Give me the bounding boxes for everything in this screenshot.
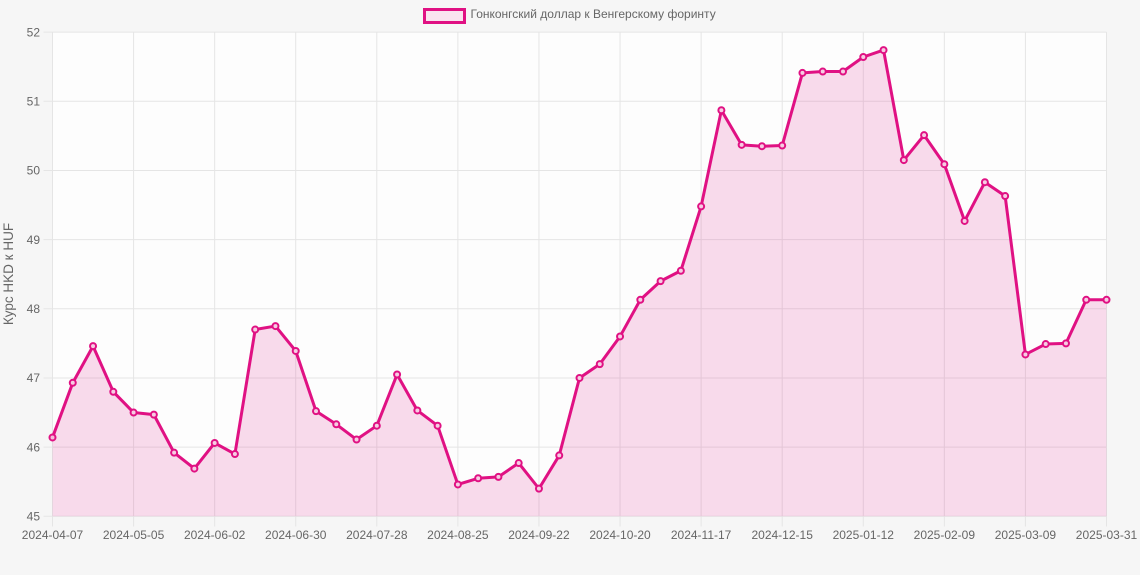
svg-text:45: 45	[27, 510, 41, 524]
svg-text:2024-10-20: 2024-10-20	[589, 528, 651, 542]
svg-text:2024-08-25: 2024-08-25	[427, 528, 489, 542]
svg-text:49: 49	[27, 233, 41, 247]
svg-text:50: 50	[27, 164, 41, 178]
svg-text:2025-01-12: 2025-01-12	[833, 528, 895, 542]
svg-text:2024-06-30: 2024-06-30	[265, 528, 327, 542]
svg-text:48: 48	[27, 302, 41, 316]
svg-text:2024-04-07: 2024-04-07	[22, 528, 84, 542]
svg-text:2024-12-15: 2024-12-15	[751, 528, 813, 542]
svg-text:2025-02-09: 2025-02-09	[914, 528, 976, 542]
svg-text:52: 52	[27, 25, 41, 39]
svg-text:2025-03-09: 2025-03-09	[995, 528, 1057, 542]
svg-text:2024-06-02: 2024-06-02	[184, 528, 246, 542]
svg-text:46: 46	[27, 440, 41, 454]
svg-text:Курс HKD к HUF: Курс HKD к HUF	[1, 223, 16, 325]
svg-text:2025-03-31: 2025-03-31	[1076, 528, 1138, 542]
svg-text:Гонконгский доллар к Венгерско: Гонконгский доллар к Венгерскому форинту	[471, 7, 716, 21]
svg-text:2024-05-05: 2024-05-05	[103, 528, 165, 542]
svg-text:2024-09-22: 2024-09-22	[508, 528, 570, 542]
svg-text:2024-07-28: 2024-07-28	[346, 528, 408, 542]
svg-text:51: 51	[27, 94, 41, 108]
svg-text:47: 47	[27, 371, 41, 385]
svg-text:2024-11-17: 2024-11-17	[671, 528, 732, 542]
